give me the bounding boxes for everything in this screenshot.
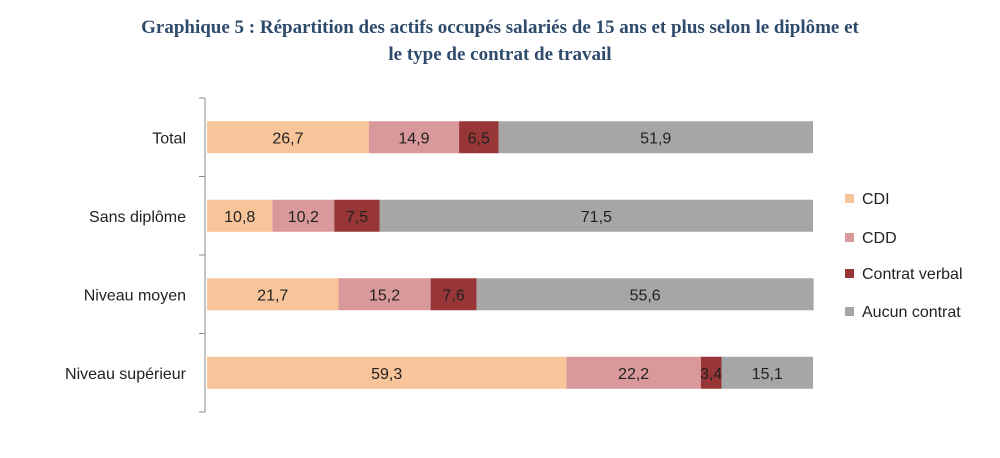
- bar-segment-aucun-contrat: [498, 121, 813, 154]
- legend-swatch: [845, 307, 854, 316]
- bar-segment-cdi: [207, 199, 273, 232]
- data-label: 14,9: [398, 130, 429, 147]
- chart-title: Graphique 5 : Répartition des actifs occ…: [0, 14, 1000, 68]
- legend-label: CDI: [862, 191, 890, 208]
- legend-label: CDD: [862, 230, 897, 247]
- data-label: 3,4: [700, 366, 722, 383]
- legend-label: Contrat verbal: [862, 266, 963, 283]
- bar-segment-cdi: [207, 121, 369, 154]
- data-label: 7,6: [443, 287, 465, 304]
- data-label: 22,2: [618, 366, 649, 383]
- legend-swatch: [845, 194, 854, 203]
- bar-segment-aucun-contrat: [476, 278, 814, 311]
- data-label: 10,2: [288, 209, 319, 226]
- data-label: 71,5: [581, 209, 612, 226]
- bar-segment-aucun-contrat: [379, 199, 813, 232]
- bar-segment-cdd: [368, 121, 460, 154]
- data-label: 15,2: [369, 287, 400, 304]
- category-label: Sans diplôme: [89, 209, 186, 226]
- bar-segment-cdd: [272, 199, 335, 232]
- bar-segment-cdi: [207, 278, 339, 311]
- legend-swatch: [845, 233, 854, 242]
- data-label: 55,6: [630, 287, 661, 304]
- category-label: Niveau supérieur: [65, 366, 187, 383]
- legend-swatch: [845, 269, 854, 278]
- data-label: 7,5: [346, 209, 368, 226]
- bar-segment-contrat-verbal: [459, 121, 499, 154]
- bar-segment-cdd: [338, 278, 431, 311]
- data-label: 26,7: [272, 130, 303, 147]
- bar-segment-cdi: [207, 356, 567, 389]
- category-label: Niveau moyen: [84, 287, 186, 304]
- chart-title-line2: le type de contrat de travail: [388, 44, 612, 65]
- chart-title-line1: Graphique 5 : Répartition des actifs occ…: [141, 17, 859, 38]
- bar-segment-aucun-contrat: [721, 356, 813, 389]
- data-label: 15,1: [752, 366, 783, 383]
- category-label: Total: [152, 130, 186, 147]
- legend-label: Aucun contrat: [862, 304, 961, 321]
- data-label: 6,5: [468, 130, 490, 147]
- data-label: 10,8: [224, 209, 255, 226]
- data-label: 21,7: [257, 287, 288, 304]
- bar-segment-cdd: [566, 356, 701, 389]
- bar-segment-contrat-verbal: [334, 199, 380, 232]
- data-label: 51,9: [640, 130, 671, 147]
- bar-segment-contrat-verbal: [430, 278, 477, 311]
- data-label: 59,3: [371, 366, 402, 383]
- bar-segment-contrat-verbal: [700, 356, 722, 389]
